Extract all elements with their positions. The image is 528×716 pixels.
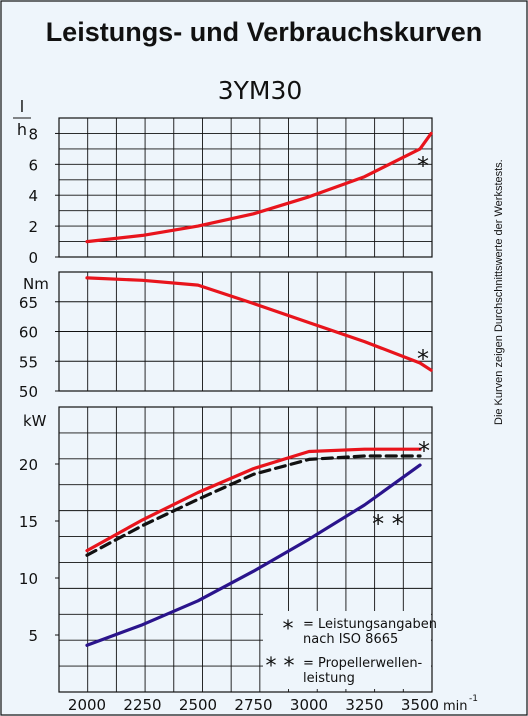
y-tick-label: 4 bbox=[28, 187, 38, 205]
panel-2 bbox=[55, 271, 433, 392]
series-line-2 bbox=[85, 454, 422, 557]
annotation-star: * bbox=[417, 152, 429, 180]
legend-text: leistung bbox=[303, 671, 355, 686]
engine-model: 3YM30 bbox=[217, 76, 303, 105]
series-line-3 bbox=[85, 463, 422, 647]
y-tick-label: 50 bbox=[19, 383, 38, 401]
series-line-1 bbox=[85, 276, 433, 372]
legend-text: = Leistungsangaben bbox=[303, 617, 437, 632]
y-unit-top: l bbox=[20, 97, 24, 116]
y-tick-label: 15 bbox=[19, 513, 38, 531]
panel-frame bbox=[58, 117, 433, 258]
y-tick-label: 20 bbox=[19, 456, 38, 474]
panel-1 bbox=[55, 117, 433, 258]
x-tick-label: 2000 bbox=[68, 696, 106, 714]
annotation-star: * bbox=[417, 345, 429, 373]
y-tick-label: 8 bbox=[28, 125, 38, 143]
annotation-double-star: * * bbox=[372, 510, 404, 538]
x-tick-label: 2500 bbox=[179, 696, 217, 714]
x-unit-label: min bbox=[443, 699, 468, 714]
legend-double-star: * * bbox=[266, 654, 295, 679]
legend-text: = Propellerwellen- bbox=[303, 656, 423, 671]
y-tick-label: 2 bbox=[28, 218, 38, 236]
x-tick-label: 2250 bbox=[123, 696, 161, 714]
x-tick-label: 3500 bbox=[401, 696, 439, 714]
x-tick-label: 3250 bbox=[345, 696, 383, 714]
y-tick-label: 60 bbox=[19, 324, 38, 342]
y-tick-label: 55 bbox=[19, 353, 38, 371]
y-tick-label: 5 bbox=[28, 627, 38, 645]
series-line-1 bbox=[85, 447, 422, 553]
y-unit-kw: kW bbox=[23, 412, 47, 430]
x-tick-label: 3000 bbox=[290, 696, 328, 714]
x-unit-superscript: -1 bbox=[469, 694, 478, 704]
chart-title: Leistungs- und Verbrauchskurven bbox=[45, 17, 483, 47]
legend-star: * bbox=[283, 617, 294, 642]
series-line-1 bbox=[85, 131, 433, 244]
y-tick-label: 0 bbox=[28, 249, 38, 267]
x-tick-label: 2750 bbox=[234, 696, 272, 714]
y-unit-bottom: h bbox=[17, 120, 27, 139]
y-tick-label: 6 bbox=[28, 156, 38, 174]
y-tick-label: 10 bbox=[19, 570, 38, 588]
y-unit-nm: Nm bbox=[23, 275, 49, 293]
panel-frame bbox=[58, 406, 433, 693]
annotation-star: * bbox=[418, 437, 430, 465]
y-tick-label: 65 bbox=[19, 294, 38, 312]
legend-text: nach ISO 8665 bbox=[303, 632, 398, 647]
legend-box bbox=[263, 611, 431, 689]
